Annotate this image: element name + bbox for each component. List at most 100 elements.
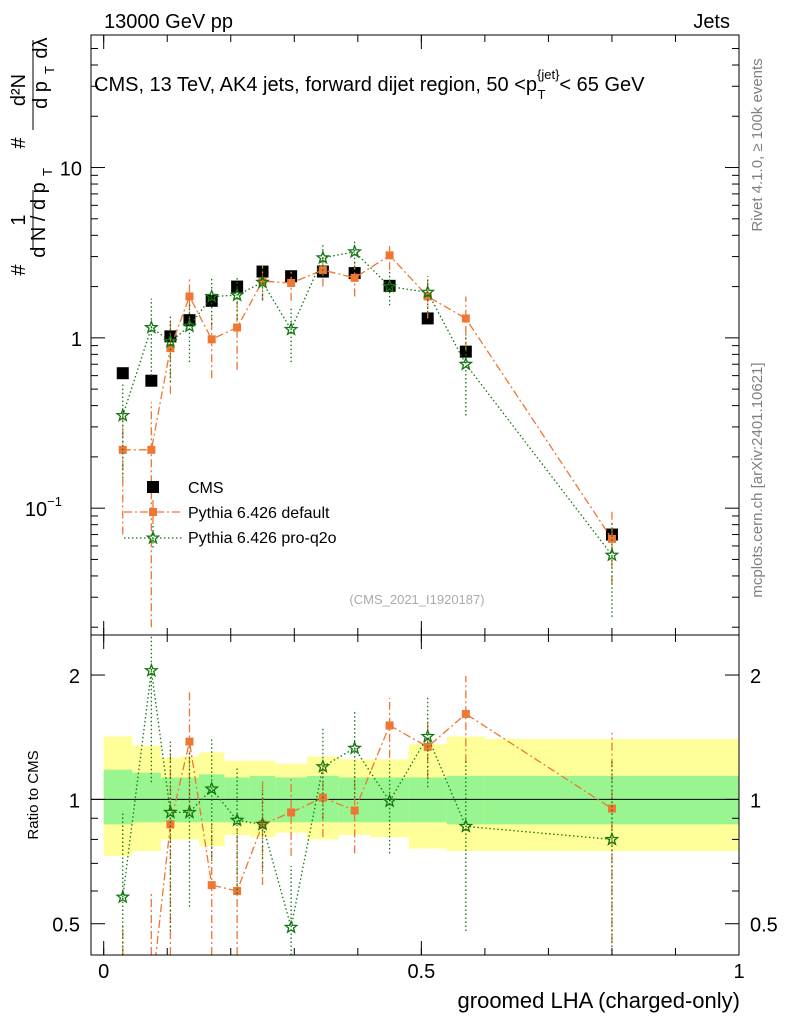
default-point <box>607 534 616 543</box>
default-point <box>287 278 296 287</box>
ratio-default-point <box>350 806 359 815</box>
svg-text:#: # <box>8 137 30 149</box>
ratio-default-point <box>607 804 616 813</box>
q2o-point <box>162 333 178 348</box>
ratio-ylabel: Ratio to CMS <box>25 750 42 839</box>
ratio-data-layer <box>115 635 620 955</box>
xtick-label: 0.5 <box>407 961 435 983</box>
default-point <box>147 445 156 454</box>
q2o-point <box>229 287 245 302</box>
q2o-point <box>115 407 131 422</box>
default-point <box>185 292 194 301</box>
source-label: mcplots.cern.ch [arXiv:2401.10621] <box>749 362 766 597</box>
ratio-q2o-point <box>420 728 436 743</box>
cms-point <box>116 367 129 380</box>
q2o-point <box>458 356 474 371</box>
ratio-q2o-point <box>347 740 363 755</box>
ratio-band-inner <box>103 769 133 825</box>
ratio-q2o-point <box>204 781 220 796</box>
legend-label-default: Pythia 6.426 default <box>188 505 330 522</box>
ratio-default-point <box>287 808 296 817</box>
main-panel: 10 1 10−1 CMS, 13 TeV, AK4 jets, forward d… <box>8 34 740 636</box>
rivet-label: Rivet 4.1.0, ≥ 100k events <box>749 58 766 231</box>
main-ytick-label: 10 <box>60 159 82 181</box>
main-ticks: 10 1 10−1 <box>25 34 740 635</box>
legend: CMS Pythia 6.426 default Pythia 6.426 pr… <box>124 480 337 550</box>
q2o-point <box>315 249 331 265</box>
ratio-default-point <box>385 721 394 730</box>
ratio-q2o-point <box>143 662 159 678</box>
default-point <box>166 344 175 353</box>
ratio-q2o-point <box>182 804 197 819</box>
svg-text:d p: d p <box>30 81 52 109</box>
main-data-layer <box>115 239 620 628</box>
cms-point <box>459 345 472 358</box>
ratio-q2o-point <box>229 812 245 827</box>
ratio-q2o-point <box>458 818 474 833</box>
ratio-default-point <box>461 709 470 718</box>
ratio-ytick-label: 2 <box>69 666 80 688</box>
legend-label-q2o: Pythia 6.426 pro-q2o <box>188 530 337 547</box>
main-ylabel: # 1 d N / d p T # d²N d p T dλ <box>8 37 57 275</box>
svg-text:d²N: d²N <box>8 74 30 106</box>
energy-label: 13000 GeV pp <box>104 11 233 33</box>
ratio-q2o-point <box>162 804 178 819</box>
ratio-band-inner <box>132 772 161 823</box>
ratio-ytick-label: 0.5 <box>52 915 80 937</box>
svg-text:#: # <box>8 264 30 276</box>
svg-text:d N / d p: d N / d p <box>28 182 50 258</box>
q2o-point <box>382 278 398 293</box>
legend-marker-cms <box>147 481 159 493</box>
q2o-point <box>283 321 299 336</box>
q2o-point <box>182 318 197 333</box>
default-point <box>207 335 216 344</box>
ratio-default-point <box>207 881 216 890</box>
svg-text:dλ: dλ <box>30 37 52 58</box>
main-ytick-label: 1 <box>71 329 82 351</box>
q2o-point <box>420 284 436 299</box>
q2o-point <box>347 243 363 259</box>
ratio-q2o-point <box>283 919 299 934</box>
svg-text:T: T <box>40 168 55 176</box>
legend-label-cms: CMS <box>188 480 224 497</box>
x-axis-label: groomed LHA (charged-only) <box>458 988 740 1013</box>
ratio-ytick-label-right: 1 <box>750 790 761 812</box>
default-point <box>258 277 267 286</box>
svg-text:1: 1 <box>8 214 30 225</box>
ratio-default-point <box>166 820 175 829</box>
default-point <box>233 323 242 332</box>
q2o-point <box>143 319 159 334</box>
main-series-line-1 <box>122 254 613 540</box>
ratio-q2o-point <box>382 793 398 808</box>
ratio-bands <box>91 736 739 856</box>
ratio-ytick-label-right: 0.5 <box>750 915 778 937</box>
main-ytick-label: 10−1 <box>25 494 62 521</box>
ratio-band-inner <box>484 775 739 825</box>
category-label: Jets <box>693 11 730 33</box>
q2o-point <box>255 274 270 289</box>
ratio-panel: 2 2 1 1 0.5 0.5 0 0.5 1 Ratio to CMS groomed LHA… <box>25 634 778 1013</box>
default-point <box>461 314 470 323</box>
ratio-frame <box>90 634 740 956</box>
q2o-point <box>604 547 620 562</box>
ratio-q2o-point <box>115 889 131 904</box>
ratio-q2o-point <box>604 831 620 846</box>
legend-marker-q2o <box>145 530 161 545</box>
ratio-ytick-label-right: 2 <box>750 666 761 688</box>
ratio-q2o-point <box>255 816 270 831</box>
ratio-ticks: 2 2 1 1 0.5 0.5 0 0.5 1 <box>52 635 778 983</box>
default-point <box>350 273 359 282</box>
ratio-band-inner <box>408 777 447 823</box>
default-point <box>385 251 394 260</box>
legend-marker-default <box>149 508 157 516</box>
ratio-q2o-point <box>315 758 331 773</box>
svg-text:T: T <box>42 66 57 74</box>
q2o-point <box>204 288 220 303</box>
xtick-label: 0 <box>98 961 109 983</box>
ratio-ytick-label: 1 <box>69 790 80 812</box>
cms-point <box>145 374 158 387</box>
main-title: CMS, 13 TeV, AK4 jets, forward dijet reg… <box>94 67 645 102</box>
xtick-label: 1 <box>733 961 744 983</box>
ratio-default-point <box>233 887 242 896</box>
